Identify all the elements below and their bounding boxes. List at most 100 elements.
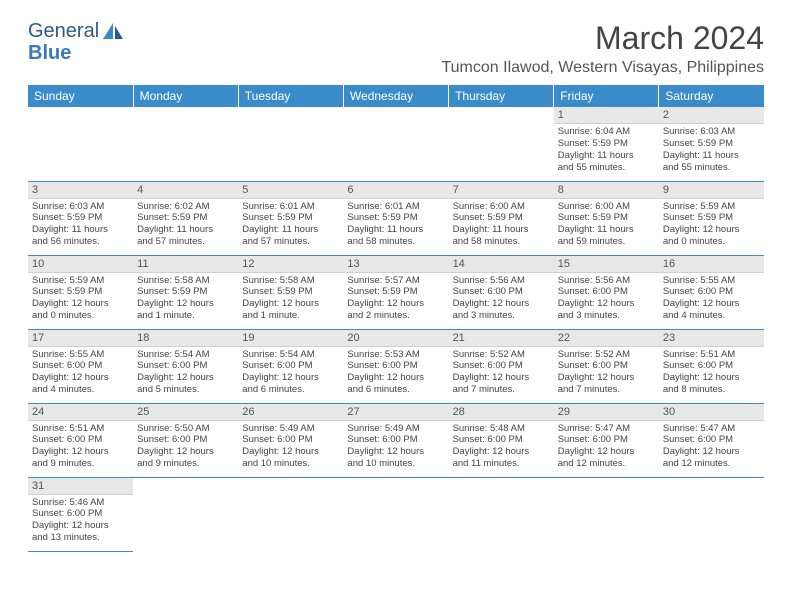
weekday-header-row: Sunday Monday Tuesday Wednesday Thursday… (28, 85, 764, 107)
day-number: 3 (28, 182, 133, 199)
day-details: Sunrise: 6:00 AMSunset: 5:59 PMDaylight:… (554, 199, 659, 251)
day-number: 29 (554, 404, 659, 421)
page-header: General March 2024 Tumcon Ilawod, Wester… (28, 20, 764, 77)
detail-line: Daylight: 12 hours (558, 298, 655, 310)
calendar-week-row: 3 Sunrise: 6:03 AM Sunset: 5:59 PM Daylight… (28, 181, 764, 255)
weekday-header: Tuesday (238, 85, 343, 107)
detail-line: and 0 minutes. (663, 236, 760, 248)
day-details: Sunrise: 5:59 AMSunset: 5:59 PMDaylight:… (28, 273, 133, 325)
day-number: 17 (28, 330, 133, 347)
day-number: 6 (343, 182, 448, 199)
calendar-day-cell: 12Sunrise: 5:58 AMSunset: 5:59 PMDayligh… (238, 255, 343, 329)
calendar-day-cell: 16Sunrise: 5:55 AMSunset: 6:00 PMDayligh… (659, 255, 764, 329)
detail-line: Sunrise: 5:54 AM (137, 349, 234, 361)
day-number: 31 (28, 478, 133, 495)
calendar-day-cell (554, 477, 659, 551)
detail-line: Sunrise: 6:00 AM (453, 201, 550, 213)
day-details: Sunrise: 6:01 AMSunset: 5:59 PMDaylight:… (343, 199, 448, 251)
day-number: 12 (238, 256, 343, 273)
detail-line: Daylight: 12 hours (137, 298, 234, 310)
detail-line: Daylight: 12 hours (347, 372, 444, 384)
day-number: 10 (28, 256, 133, 273)
detail-line: Sunrise: 5:48 AM (453, 423, 550, 435)
calendar-day-cell (449, 107, 554, 181)
detail-line: Sunrise: 5:51 AM (32, 423, 129, 435)
day-details: Sunrise: 5:49 AMSunset: 6:00 PMDaylight:… (343, 421, 448, 473)
detail-line: and 10 minutes. (347, 458, 444, 470)
detail-line: Daylight: 11 hours (558, 150, 655, 162)
detail-line: Sunset: 5:59 PM (242, 286, 339, 298)
calendar-table: Sunday Monday Tuesday Wednesday Thursday… (28, 85, 764, 552)
detail-line: Sunrise: 6:03 AM (32, 201, 129, 213)
calendar-day-cell: 17Sunrise: 5:55 AMSunset: 6:00 PMDayligh… (28, 329, 133, 403)
calendar-day-cell: 26Sunrise: 5:49 AMSunset: 6:00 PMDayligh… (238, 403, 343, 477)
calendar-day-cell (659, 477, 764, 551)
detail-line: Sunrise: 5:49 AM (242, 423, 339, 435)
detail-line: Sunrise: 6:04 AM (558, 126, 655, 138)
sail-icon (103, 23, 125, 41)
calendar-day-cell: 5Sunrise: 6:01 AMSunset: 5:59 PMDaylight… (238, 181, 343, 255)
detail-line: Sunrise: 5:47 AM (663, 423, 760, 435)
detail-line: Sunrise: 5:56 AM (558, 275, 655, 287)
calendar-day-cell: 2Sunrise: 6:03 AMSunset: 5:59 PMDaylight… (659, 107, 764, 181)
day-details: Sunrise: 5:52 AMSunset: 6:00 PMDaylight:… (554, 347, 659, 399)
detail-line: Daylight: 12 hours (137, 372, 234, 384)
day-number: 4 (133, 182, 238, 199)
detail-line: Daylight: 12 hours (663, 446, 760, 458)
calendar-day-cell: 10Sunrise: 5:59 AMSunset: 5:59 PMDayligh… (28, 255, 133, 329)
calendar-day-cell: 30Sunrise: 5:47 AMSunset: 6:00 PMDayligh… (659, 403, 764, 477)
calendar-day-cell: 31Sunrise: 5:46 AMSunset: 6:00 PMDayligh… (28, 477, 133, 551)
detail-line: and 12 minutes. (558, 458, 655, 470)
detail-line: and 9 minutes. (137, 458, 234, 470)
detail-line: Sunrise: 5:46 AM (32, 497, 129, 509)
detail-line: and 13 minutes. (32, 532, 129, 544)
detail-line: Sunset: 5:59 PM (347, 212, 444, 224)
calendar-day-cell (449, 477, 554, 551)
calendar-day-cell: 8Sunrise: 6:00 AMSunset: 5:59 PMDaylight… (554, 181, 659, 255)
day-details: Sunrise: 5:58 AMSunset: 5:59 PMDaylight:… (133, 273, 238, 325)
detail-line: Daylight: 12 hours (347, 446, 444, 458)
day-number: 15 (554, 256, 659, 273)
day-details: Sunrise: 5:55 AMSunset: 6:00 PMDaylight:… (28, 347, 133, 399)
detail-line: Sunset: 5:59 PM (137, 286, 234, 298)
detail-line: Sunset: 5:59 PM (558, 138, 655, 150)
day-details: Sunrise: 5:51 AMSunset: 6:00 PMDaylight:… (659, 347, 764, 399)
day-details: Sunrise: 6:00 AMSunset: 5:59 PMDaylight:… (449, 199, 554, 251)
day-number: 7 (449, 182, 554, 199)
detail-line: Sunrise: 6:01 AM (242, 201, 339, 213)
day-details: Sunrise: 5:47 AMSunset: 6:00 PMDaylight:… (554, 421, 659, 473)
detail-line: and 6 minutes. (347, 384, 444, 396)
detail-line: and 7 minutes. (558, 384, 655, 396)
detail-line: Sunrise: 5:56 AM (453, 275, 550, 287)
detail-line: Sunrise: 6:01 AM (347, 201, 444, 213)
detail-line: and 3 minutes. (558, 310, 655, 322)
calendar-day-cell: 19Sunrise: 5:54 AMSunset: 6:00 PMDayligh… (238, 329, 343, 403)
day-details: Sunrise: 6:01 AMSunset: 5:59 PMDaylight:… (238, 199, 343, 251)
detail-line: Daylight: 12 hours (137, 446, 234, 458)
calendar-week-row: 1Sunrise: 6:04 AMSunset: 5:59 PMDaylight… (28, 107, 764, 181)
detail-line: Sunset: 6:00 PM (32, 508, 129, 520)
day-details: Sunrise: 5:55 AMSunset: 6:00 PMDaylight:… (659, 273, 764, 325)
detail-line: Sunset: 6:00 PM (663, 286, 760, 298)
detail-line: Sunset: 5:59 PM (558, 212, 655, 224)
calendar-day-cell: 7Sunrise: 6:00 AMSunset: 5:59 PMDaylight… (449, 181, 554, 255)
detail-line: Sunset: 6:00 PM (137, 360, 234, 372)
day-details: Sunrise: 6:02 AMSunset: 5:59 PMDaylight:… (133, 199, 238, 251)
day-number: 2 (659, 107, 764, 124)
detail-line: Sunrise: 5:50 AM (137, 423, 234, 435)
detail-line: and 1 minute. (137, 310, 234, 322)
detail-line: Sunset: 6:00 PM (558, 434, 655, 446)
calendar-day-cell (133, 107, 238, 181)
detail-line: Sunset: 6:00 PM (242, 360, 339, 372)
detail-line: and 58 minutes. (453, 236, 550, 248)
detail-line: and 12 minutes. (663, 458, 760, 470)
day-number: 18 (133, 330, 238, 347)
day-number: 21 (449, 330, 554, 347)
day-number: 19 (238, 330, 343, 347)
day-details: Sunrise: 5:56 AMSunset: 6:00 PMDaylight:… (554, 273, 659, 325)
calendar-day-cell (343, 107, 448, 181)
detail-line: Sunset: 5:59 PM (663, 138, 760, 150)
detail-line: Daylight: 11 hours (453, 224, 550, 236)
detail-line: Sunrise: 5:52 AM (453, 349, 550, 361)
detail-line: Sunrise: 5:53 AM (347, 349, 444, 361)
